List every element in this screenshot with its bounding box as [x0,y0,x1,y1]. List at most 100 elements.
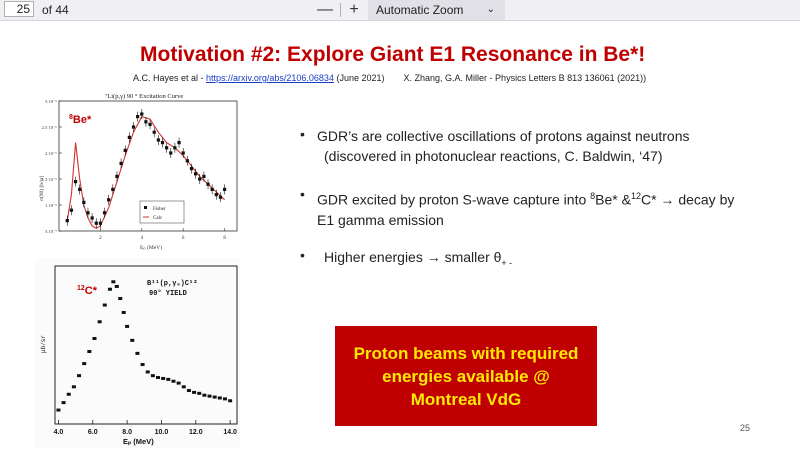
be8-ytick-label: 5.10⁻⁷ [45,229,57,234]
be8-mass-number: 8 [590,191,596,201]
be8-fisher-series [65,109,227,229]
c12-xlabel: Eₚ (MeV) [123,437,154,446]
c12-data-point [102,303,107,307]
be8-label-mass: 8 [69,114,73,121]
c12-yield-label: 90° YIELD [149,289,187,298]
c12-plot-svg: 12C* B¹¹(p,γ₀)C¹² 90° YIELD μb/sr 4.0 6.0… [35,258,240,448]
ref-zhang-miller: X. Zhang, G.A. Miller - Physics Letters … [403,73,647,83]
c12-data-point [125,324,130,328]
be8-data-point [152,130,156,134]
callout-line1: Proton beams with required [353,343,579,363]
be8-ytick-label: 2.10⁻⁶ [45,151,57,156]
c12-data-point [66,392,71,396]
c12-data-point [140,363,145,367]
be8-data-point [198,177,202,181]
c12-data-point [121,310,126,314]
be8-plot-svg: ⁷Li(p,γ) 90 ° Excitation Curve 8Be* σ(90… [38,93,238,251]
theta-subscript: + - [501,257,513,268]
c12-data-point [228,399,233,403]
chevron-down-icon: ⌄ [486,4,495,15]
be8-data-point [173,146,177,150]
be8-data-point [140,112,144,116]
c12-plot-frame [54,265,238,425]
be8-ytick-label: 1.5 10⁻⁶ [42,177,58,182]
c12-data-series [56,280,233,412]
be8-data-point [160,141,165,145]
be8-data-point [177,141,181,145]
page-number-input[interactable]: 25 [4,1,34,17]
be8-legend [139,200,185,224]
c12-ylabel: μb/sr [40,335,47,353]
c12-data-point [186,389,191,393]
c12-data-point [207,394,212,398]
be8-xtick-label: 2 [99,236,102,241]
be8-plot-title: ⁷Li(p,γ) 90 ° Excitation Curve [105,93,183,100]
c12-data-point [212,395,217,399]
c12-data-point [130,338,135,342]
c12-data-point [92,336,97,340]
c12-label: 12C* [77,285,98,297]
toolbar-separator [340,3,341,17]
bullet-capture-pre: GDR excited by proton S-wave capture int… [317,191,591,208]
be8-data-point [189,167,194,171]
be8-data-point [210,187,214,191]
c12-data-point [77,374,82,378]
be8-data-point [127,135,131,139]
be8-data-point [102,211,107,215]
ref-hayes-suffix: (June 2021) [333,73,385,83]
be8-data-point [136,115,140,119]
be8-data-point [206,182,210,186]
c12-reaction-label: B¹¹(p,γ₀)C¹² [147,280,197,288]
bullet-capture-line2: E1 gamma emission [317,211,444,228]
bullet-capture-post: C* → decay by [640,191,735,208]
be8-data-point [181,151,185,155]
c12-label-name: C* [85,285,98,297]
be8-label: 8Be* [69,114,92,126]
be8-data-point [111,187,115,191]
c12-yield-plot: 12C* B¹¹(p,γ₀)C¹² 90° YIELD μb/sr 4.0 6.0… [35,258,240,448]
callout-line2: energies available @ [382,366,550,386]
bullet-gdr-line1: GDR’s are collective oscillations of pro… [317,128,690,144]
c12-xtick-label: 12.0 [189,429,203,436]
bullet-energies-pre: Higher energies → smaller θ [324,249,502,265]
be8-data-point [123,148,127,152]
c12-data-point [71,385,76,389]
be8-xtick-label: 8 [223,236,226,241]
be8-data-point [131,125,136,129]
ref-hayes-link[interactable]: https://arxiv.org/abs/2106.06834 [206,73,334,83]
zoom-out-button[interactable]: — [314,0,336,20]
be8-data-point [86,211,90,215]
c12-data-point [56,408,61,412]
c12-data-point [197,391,202,395]
minus-icon: — [317,1,333,18]
be8-data-point [156,138,160,142]
slide-page: Motivation #2: Explore Giant E1 Resonanc… [0,21,800,450]
c12-data-point [97,320,102,324]
bullet-dot: • [300,247,305,263]
zoom-select[interactable]: Automatic Zoom ⌄ [368,0,505,20]
c12-xtick-label: 14.0 [223,429,237,436]
be8-data-point [148,122,152,126]
c12-data-point [192,390,197,394]
bullet-capture-line1: GDR excited by proton S-wave capture int… [317,186,777,210]
c12-data-point [87,350,92,354]
c12-data-point [145,370,150,374]
c12-data-point [171,379,176,383]
c12-data-point [222,397,227,401]
be8-data-point [214,193,218,197]
c12-data-point [202,393,207,397]
zoom-in-button[interactable]: + [343,0,365,20]
references-line: A.C. Hayes et al - https://arxiv.org/abs… [133,73,646,83]
c12-data-point [161,376,166,380]
bullet-dot: • [300,186,305,202]
be8-ytick-label: 1.10⁻⁶ [45,203,57,208]
be8-yticks: 3.10⁻⁶ 2.5 10⁻⁶ 2.10⁻⁶ 1.5 10⁻⁶ 1.10⁻⁶ 5.10⁻⁷ [42,99,62,234]
be8-data-point [165,146,169,150]
be8-xlabel: Eₚ (MeV) [140,244,162,251]
c12-data-point [114,284,119,288]
c12-xtick-label: 4.0 [54,429,64,436]
be8-data-point [222,187,227,191]
be8-data-point [90,216,94,220]
page-count-label: of 44 [42,3,69,17]
c12-xtick-label: 8.0 [122,429,132,436]
